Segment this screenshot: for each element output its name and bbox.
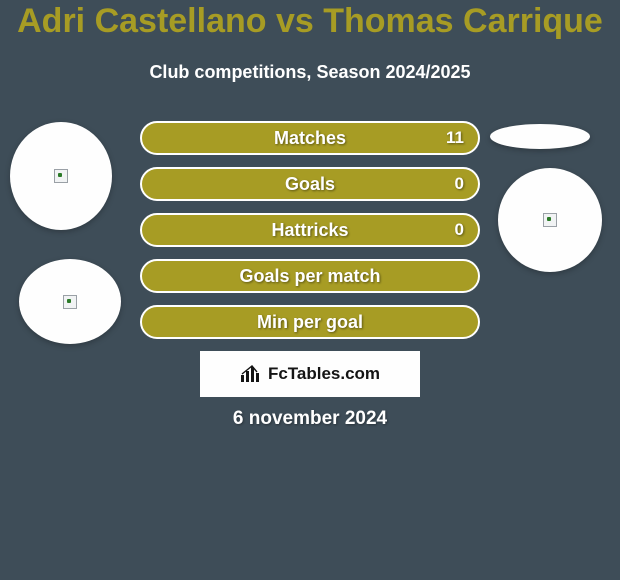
stat-label: Goals per match <box>239 266 380 287</box>
player-badge-left-2 <box>19 259 121 344</box>
page-title: Adri Castellano vs Thomas Carrique <box>0 4 620 40</box>
subtitle: Club competitions, Season 2024/2025 <box>0 62 620 83</box>
stat-label: Min per goal <box>257 312 363 333</box>
player-badge-right-2 <box>498 168 602 272</box>
brand-text: FcTables.com <box>268 364 380 384</box>
stat-bar-goals-per-match: Goals per match <box>140 259 480 293</box>
date-label: 6 november 2024 <box>0 408 620 430</box>
brand-footer: FcTables.com <box>200 351 420 397</box>
broken-image-icon <box>63 295 77 309</box>
player-badge-right-1 <box>490 124 590 149</box>
stat-bar-goals: Goals 0 <box>140 167 480 201</box>
comparison-infographic: Adri Castellano vs Thomas Carrique Club … <box>0 0 620 580</box>
broken-image-icon <box>543 213 557 227</box>
stat-bar-min-per-goal: Min per goal <box>140 305 480 339</box>
chart-icon <box>240 365 262 383</box>
player-badge-left-1 <box>10 122 112 230</box>
stat-label: Hattricks <box>271 220 348 241</box>
stat-right-value: 11 <box>446 128 464 148</box>
stat-label: Matches <box>274 128 346 149</box>
stat-label: Goals <box>285 174 335 195</box>
stat-bar-matches: Matches 11 <box>140 121 480 155</box>
stat-right-value: 0 <box>455 220 464 240</box>
broken-image-icon <box>54 169 68 183</box>
stat-right-value: 0 <box>455 174 464 194</box>
stat-bar-hattricks: Hattricks 0 <box>140 213 480 247</box>
